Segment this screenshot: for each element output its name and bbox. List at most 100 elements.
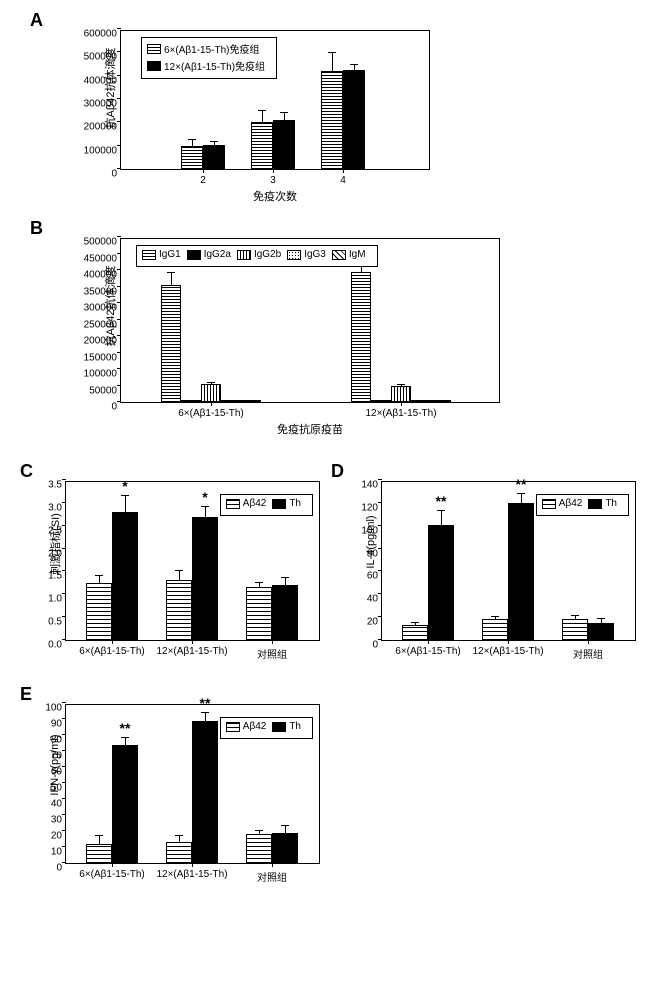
ytick-label: 450000 — [84, 253, 121, 264]
bar — [86, 583, 112, 640]
ytick-label: 2.5 — [48, 525, 66, 536]
ytick-label: 40 — [367, 594, 382, 605]
bar — [201, 384, 221, 402]
bar — [508, 503, 534, 640]
ytick-label: 150000 — [84, 352, 121, 363]
significance-marker: ** — [516, 476, 527, 492]
panel-d-label: D — [331, 461, 344, 482]
legend-swatch — [147, 44, 161, 54]
legend-item: IgG2a — [187, 249, 231, 260]
ytick-label: 0 — [372, 640, 382, 651]
bar — [192, 517, 218, 640]
ytick-label: 100 — [361, 525, 382, 536]
ytick-label: 120 — [361, 502, 382, 513]
panel-c-chart: 0.00.51.01.52.02.53.03.56×(Aβ1-15-Th)12×… — [65, 481, 320, 641]
ytick-label: 0 — [56, 863, 66, 874]
bar — [251, 122, 273, 169]
bar — [161, 285, 181, 402]
legend-item: Aβ42 — [542, 498, 583, 509]
significance-marker: ** — [120, 720, 131, 736]
panel-e: E IFN-γ(pg/ml) 01020304050607080901006×(… — [0, 684, 326, 899]
legend-item: Aβ42 — [226, 721, 267, 732]
ytick-label: 80 — [51, 735, 66, 746]
legend: Aβ42 Th — [220, 494, 313, 516]
panel-d-chart: 0204060801001201406×(Aβ1-15-Th)12×(Aβ1-1… — [381, 481, 636, 641]
legend-text: IgG2a — [204, 249, 231, 260]
ytick-label: 60 — [367, 571, 382, 582]
ytick-label: 40 — [51, 799, 66, 810]
significance-marker: * — [122, 478, 127, 494]
bar — [166, 842, 192, 863]
bar — [166, 580, 192, 640]
ytick-label: 500000 — [84, 237, 121, 248]
bar — [272, 833, 298, 863]
ytick-label: 0.5 — [48, 617, 66, 628]
significance-marker: * — [202, 489, 207, 505]
legend-item: 12×(Aβ1-15-Th)免疫组 — [147, 58, 265, 73]
legend-text: IgG3 — [304, 249, 326, 260]
legend-swatch — [332, 250, 346, 260]
significance-marker: ** — [200, 695, 211, 711]
legend-text: IgG1 — [159, 249, 181, 260]
legend-text: Th — [289, 721, 301, 732]
panel-b-chart: 0500001000001500002000002500003000003500… — [120, 238, 500, 403]
bar — [431, 400, 451, 402]
legend-item: Th — [272, 721, 301, 732]
bar — [321, 71, 343, 169]
bar — [181, 400, 201, 402]
ytick-label: 0 — [111, 402, 121, 413]
ytick-label: 0 — [111, 169, 121, 180]
bar — [402, 625, 428, 640]
bar — [343, 70, 365, 169]
panel-d: D IL-4(pg/ml) 0204060801001201406×(Aβ1-1… — [331, 461, 652, 676]
ytick-label: 100000 — [84, 145, 121, 156]
ytick-label: 300000 — [84, 99, 121, 110]
panel-b-label: B — [30, 218, 43, 239]
row-cd: C 刺激指标(SI) 0.00.51.01.52.02.53.03.56×(Aβ… — [0, 461, 652, 684]
legend-item: 6×(Aβ1-15-Th)免疫组 — [147, 41, 265, 56]
ytick-label: 20 — [367, 617, 382, 628]
bar — [482, 619, 508, 640]
bar — [181, 146, 203, 169]
ytick-label: 50000 — [89, 385, 121, 396]
ytick-label: 20 — [51, 831, 66, 842]
panel-e-chart: 01020304050607080901006×(Aβ1-15-Th)12×(A… — [65, 704, 320, 864]
legend-swatch — [588, 499, 602, 509]
bar — [241, 400, 261, 402]
panel-e-label: E — [20, 684, 32, 705]
legend-item: IgG3 — [287, 249, 326, 260]
ytick-label: 50 — [51, 783, 66, 794]
legend-swatch — [226, 499, 240, 509]
ytick-label: 10 — [51, 847, 66, 858]
legend-text: Th — [605, 498, 617, 509]
legend-text: Aβ42 — [243, 498, 267, 509]
bar — [272, 585, 298, 640]
ytick-label: 200000 — [84, 122, 121, 133]
ytick-label: 1.0 — [48, 594, 66, 605]
legend-text: 12×(Aβ1-15-Th)免疫组 — [164, 58, 265, 73]
ytick-label: 70 — [51, 751, 66, 762]
legend-swatch — [142, 250, 156, 260]
ytick-label: 30 — [51, 815, 66, 826]
legend-text: IgG2b — [254, 249, 281, 260]
ytick-label: 60 — [51, 767, 66, 778]
legend-swatch — [187, 250, 201, 260]
ytick-label: 200000 — [84, 336, 121, 347]
ytick-label: 100 — [45, 703, 66, 714]
legend-item: IgG1 — [142, 249, 181, 260]
ytick-label: 1.5 — [48, 571, 66, 582]
ytick-label: 100000 — [84, 369, 121, 380]
legend: 6×(Aβ1-15-Th)免疫组 12×(Aβ1-15-Th)免疫组 — [141, 37, 277, 79]
panel-a-xlabel: 免疫次数 — [120, 188, 430, 204]
legend-item: Th — [588, 498, 617, 509]
legend: IgG1 IgG2a IgG2b IgG3 IgM — [136, 245, 378, 267]
legend-item: Th — [272, 498, 301, 509]
legend-text: Aβ42 — [559, 498, 583, 509]
panel-b: B 抗Aβ42抗体滴度 0500001000001500002000002500… — [0, 218, 652, 453]
legend-text: Aβ42 — [243, 721, 267, 732]
ytick-label: 400000 — [84, 270, 121, 281]
legend-text: IgM — [349, 249, 366, 260]
ytick-label: 140 — [361, 480, 382, 491]
panel-a-label: A — [30, 10, 43, 31]
bar — [112, 512, 138, 640]
